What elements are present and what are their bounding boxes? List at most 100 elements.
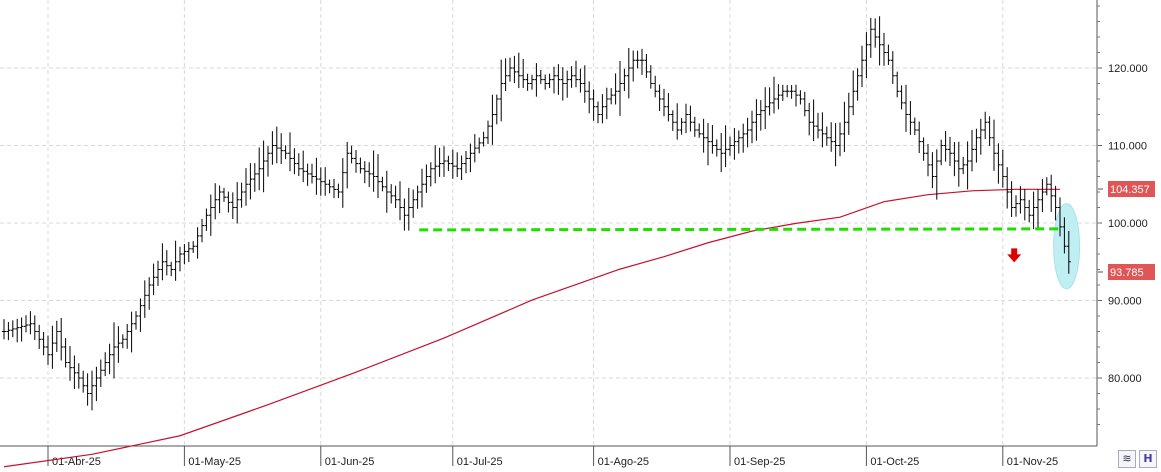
price-bar (85, 373, 90, 406)
price-bar (1014, 195, 1018, 217)
price-bar (59, 317, 64, 361)
price-bar (943, 130, 948, 162)
price-bar (327, 179, 332, 194)
price-bar (305, 163, 310, 186)
price-bar (252, 163, 257, 192)
price-bar (728, 136, 732, 156)
price-bar (288, 132, 292, 172)
price-bar (314, 157, 319, 195)
price-bar (151, 263, 156, 296)
price-bar (336, 183, 341, 199)
price-bar (134, 311, 138, 330)
price-bar (956, 141, 961, 187)
price-bar (512, 55, 517, 84)
price-bar (182, 244, 187, 265)
price-bar (970, 129, 974, 172)
price-bar (1005, 167, 1010, 209)
price-bar (851, 70, 856, 116)
price-bar (292, 148, 297, 175)
price-bar (402, 198, 407, 231)
price-bar (1040, 178, 1045, 213)
price-bar (873, 18, 878, 48)
x-tick-label: 01-Oct-25 (870, 456, 919, 468)
price-bar (626, 47, 631, 99)
price-bar (604, 87, 609, 120)
price-bar (186, 241, 191, 262)
h-button[interactable]: H (1139, 450, 1157, 468)
price-bar (371, 150, 376, 192)
price-bar (459, 155, 464, 181)
price-bar (1044, 177, 1049, 196)
price-bar (547, 73, 552, 89)
price-bar (332, 178, 336, 199)
price-bar (521, 58, 526, 88)
x-tick-label: 01-Jun-25 (325, 456, 375, 468)
price-bar (200, 218, 204, 243)
price-bar (908, 101, 913, 135)
price-bar (662, 88, 666, 117)
price-bar (433, 145, 438, 184)
price-label-box (1108, 264, 1155, 280)
price-bar (1018, 186, 1023, 214)
price-bar (714, 139, 719, 157)
price-bar (816, 112, 820, 139)
scroll-toggle-button[interactable]: ≋ (1118, 450, 1136, 468)
price-bar (600, 94, 605, 124)
price-bar (503, 58, 508, 92)
price-bar (688, 105, 693, 132)
price-bar (437, 147, 442, 177)
price-bar (1031, 191, 1036, 230)
x-tick-label: 01-Jul-25 (457, 456, 503, 468)
x-tick-label: 01-Nov-25 (1007, 456, 1058, 468)
price-bar (178, 246, 182, 272)
price-bar (1066, 230, 1071, 274)
support-line (419, 227, 1060, 232)
price-bar (160, 243, 165, 281)
price-bar (248, 163, 253, 200)
price-bar (450, 149, 455, 179)
y-tick-label: 120.000 (1108, 63, 1148, 75)
price-bar (301, 150, 306, 183)
price-bar (420, 168, 424, 208)
price-bar (226, 191, 231, 213)
price-bar (974, 128, 979, 163)
price-bar (112, 322, 116, 379)
price-bar (732, 127, 737, 160)
price-bar (37, 324, 42, 349)
price-bar (763, 87, 768, 130)
price-bar (81, 370, 86, 393)
price-bar (358, 157, 363, 174)
price-bar (877, 16, 882, 66)
price-bar (530, 74, 534, 90)
price-bar (279, 133, 284, 165)
price-bar (54, 320, 59, 352)
price-bar (534, 63, 539, 97)
price-bar (644, 53, 649, 78)
price-bar (107, 343, 112, 375)
price-bar (464, 151, 468, 174)
price-bar (499, 59, 504, 122)
price-bar (354, 149, 358, 173)
price-bar (296, 153, 301, 177)
price-bar (98, 359, 103, 388)
price-bar (129, 311, 134, 353)
price-bar (772, 76, 776, 114)
price-bar (719, 132, 724, 173)
price-bar (169, 261, 174, 277)
price-bar (917, 121, 922, 154)
price-bar (807, 102, 812, 136)
price-bar (116, 326, 121, 363)
price-bar (142, 280, 147, 318)
price-bar (283, 145, 288, 160)
price-bar (965, 141, 970, 190)
price-bar (76, 363, 81, 389)
price-bar (556, 64, 561, 95)
price-bar (798, 90, 803, 105)
price-bar (754, 99, 759, 141)
price-bar (538, 69, 543, 84)
price-bar (446, 155, 451, 172)
price-bar (758, 100, 763, 131)
price-bar (398, 181, 402, 221)
price-bar (147, 277, 152, 310)
